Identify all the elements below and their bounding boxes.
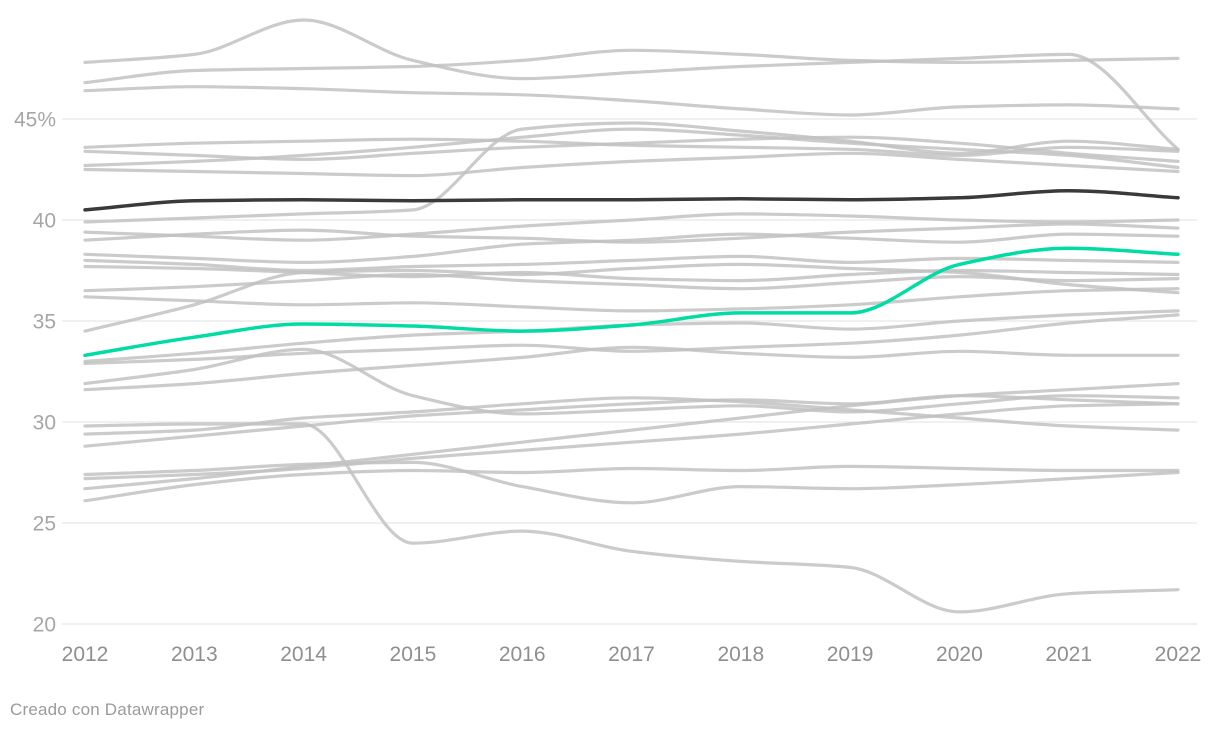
series-line-context-19 xyxy=(83,347,1180,416)
series-line-context-02 xyxy=(83,48,1180,85)
series-line-context-14 xyxy=(83,272,1180,293)
x-tick-label: 2022 xyxy=(1155,643,1202,666)
x-tick-label: 2012 xyxy=(62,643,109,666)
series-line-context-11 xyxy=(83,232,1180,264)
y-tick-label: 40 xyxy=(33,210,56,233)
series-line-context-16 xyxy=(83,262,1180,333)
y-tick-label: 20 xyxy=(33,614,56,637)
datawrapper-attribution-link[interactable]: Creado con Datawrapper xyxy=(10,700,205,719)
y-tick-label: 30 xyxy=(33,412,56,435)
y-tick-label: 35 xyxy=(33,311,56,334)
y-tick-label: 45% xyxy=(14,109,56,132)
series-line-context-07 xyxy=(83,151,1180,178)
x-tick-label: 2019 xyxy=(827,643,874,666)
x-tick-label: 2015 xyxy=(390,643,437,666)
series-line-context-18 xyxy=(83,313,1180,365)
series-line-context-20 xyxy=(83,345,1180,392)
series-line-dark-emphasis xyxy=(83,188,1180,212)
series-line-context-03 xyxy=(83,85,1180,117)
x-tick-label: 2018 xyxy=(717,643,764,666)
x-tick-label: 2017 xyxy=(608,643,655,666)
x-tick-label: 2016 xyxy=(499,643,546,666)
series-line-context-22 xyxy=(83,396,1180,436)
series-line-context-13 xyxy=(83,264,1180,283)
series-line-context-27 xyxy=(83,464,1180,503)
series-line-context-24 xyxy=(83,460,1180,505)
series-line-context-21 xyxy=(83,422,1180,614)
series-line-context-09 xyxy=(83,212,1180,242)
series-line-context-08 xyxy=(83,121,1180,224)
series-line-context-15 xyxy=(83,287,1180,313)
series-line-context-23 xyxy=(83,394,1180,448)
x-tick-label: 2014 xyxy=(280,643,327,666)
series-line-context-04 xyxy=(83,137,1180,157)
series-line-context-10 xyxy=(83,222,1180,244)
series-line-highlight xyxy=(83,246,1180,358)
series-line-context-26 xyxy=(83,382,1180,491)
x-tick-label: 2020 xyxy=(936,643,983,666)
x-tick-label: 2021 xyxy=(1045,643,1092,666)
x-tick-label: 2013 xyxy=(171,643,218,666)
series-line-context-01 xyxy=(83,18,1180,151)
y-tick-label: 25 xyxy=(33,513,56,536)
